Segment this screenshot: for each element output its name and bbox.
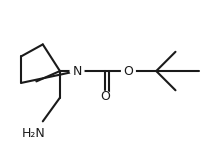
Circle shape — [98, 91, 112, 101]
Text: O: O — [100, 90, 110, 103]
Text: N: N — [72, 65, 82, 78]
Circle shape — [122, 66, 135, 76]
Text: H₂N: H₂N — [21, 127, 45, 140]
Text: O: O — [123, 65, 133, 78]
Circle shape — [70, 66, 84, 76]
